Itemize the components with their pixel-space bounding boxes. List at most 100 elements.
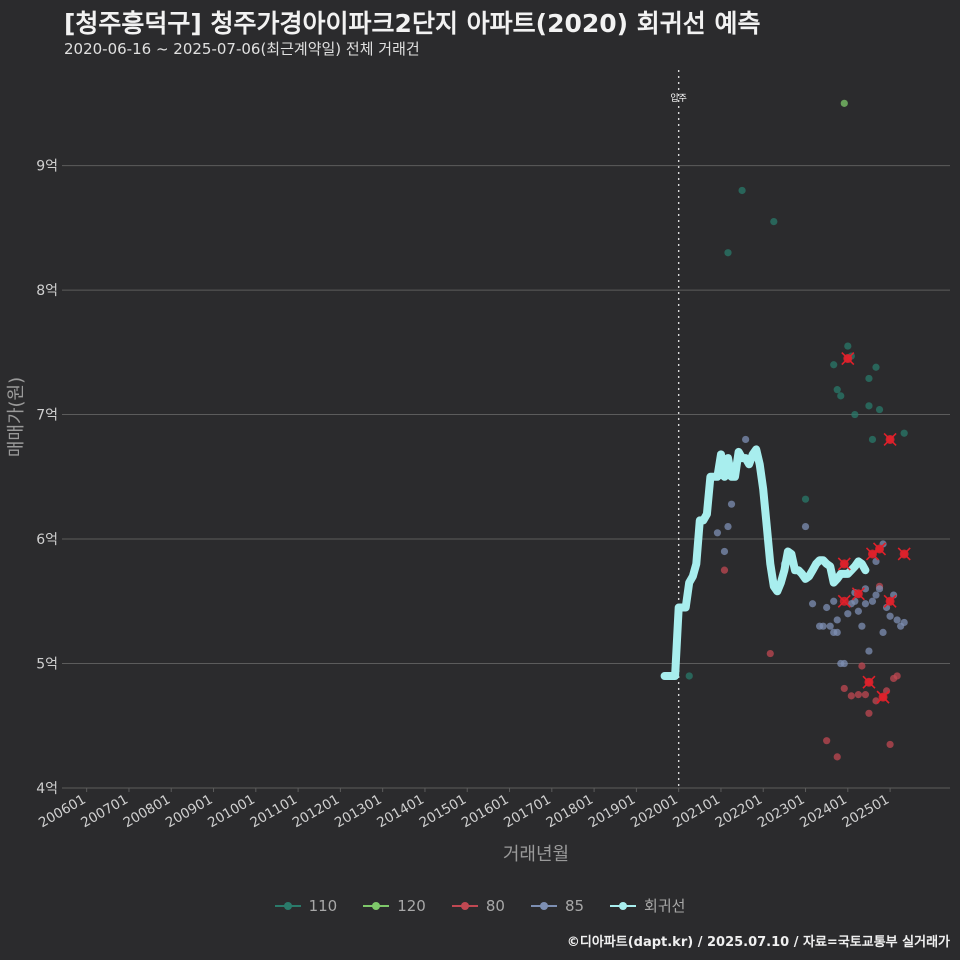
highlight-cross (862, 675, 876, 689)
x-tick-label: 201601 (459, 792, 512, 832)
data-point-110 (851, 410, 859, 419)
x-tick-label: 202101 (670, 792, 723, 832)
legend-key (274, 899, 301, 913)
legend-key (530, 899, 557, 913)
legend-label: 80 (485, 896, 505, 915)
data-point-85 (713, 529, 722, 537)
legend-item-85: 85 (530, 895, 585, 916)
data-point-85 (823, 603, 831, 612)
x-tick-label: 200701 (78, 792, 131, 832)
data-point-85 (801, 522, 810, 531)
data-point-110 (830, 361, 838, 369)
y-tick-label: 6억 (36, 532, 58, 548)
x-tick-label: 202001 (628, 792, 681, 832)
data-point-85 (826, 622, 834, 630)
legend-label: 110 (308, 896, 338, 915)
data-point-85 (861, 600, 870, 608)
data-point-85 (861, 585, 870, 593)
data-point-85 (727, 500, 736, 508)
data-point-110 (875, 405, 884, 414)
data-point-85 (844, 610, 852, 618)
data-point-110 (865, 402, 873, 410)
legend-label: 85 (564, 896, 585, 915)
legend-key (451, 899, 478, 913)
x-tick-label: 202501 (839, 792, 892, 832)
x-tick-label: 201401 (374, 792, 427, 832)
data-point-80 (886, 740, 894, 749)
data-point-80 (865, 709, 873, 717)
highlight-cross (841, 351, 855, 366)
data-point-85 (893, 616, 901, 624)
data-point-110 (837, 392, 845, 400)
data-point-110 (801, 495, 810, 503)
data-point-85 (858, 622, 866, 630)
data-point-80 (861, 691, 870, 699)
x-tick-label: 201901 (586, 792, 639, 832)
x-tick-label: 202201 (713, 792, 766, 832)
legend-item-110: 110 (274, 895, 338, 916)
x-tick-label: 201201 (290, 792, 343, 832)
x-tick-label: 201801 (543, 792, 596, 832)
data-point-120 (840, 99, 848, 107)
y-tick-label: 7억 (36, 408, 58, 424)
data-point-85 (833, 628, 841, 636)
data-point-80 (823, 737, 831, 745)
regression-line (660, 445, 870, 680)
legend: 110 120 80 85 회귀선 (0, 895, 960, 916)
data-point-110 (900, 429, 908, 437)
data-point-80 (854, 691, 862, 699)
x-tick-label: 200601 (36, 792, 89, 832)
data-point-85 (854, 607, 862, 615)
legend-label: 회귀선 (644, 897, 686, 915)
y-tick-label: 4억 (36, 781, 58, 797)
highlight-cross (897, 547, 911, 561)
x-tick-label: 202401 (797, 792, 850, 832)
data-point-85 (900, 618, 908, 627)
x-tick-label: 201701 (501, 792, 554, 832)
highlight-cross (837, 557, 851, 571)
data-point-85 (840, 659, 848, 668)
highlight-cross (851, 587, 865, 601)
y-tick-label: 5억 (36, 657, 58, 673)
highlight-cross (837, 594, 851, 608)
data-point-80 (893, 672, 901, 680)
move-in-label: 입주 (670, 92, 687, 104)
data-point-80 (720, 566, 729, 574)
chart-title: [청주흥덕구] 청주가경아이파크2단지 아파트(2020) 회귀선 예측 (64, 9, 761, 38)
y-axis-label: 매매가(원) (6, 377, 27, 457)
data-point-85 (830, 597, 838, 605)
legend-item-80: 80 (451, 895, 505, 916)
highlight-cross (876, 690, 890, 704)
chart-subtitle: 2020-06-16 ~ 2025-07-06(최근계약일) 전체 거래건 (64, 40, 420, 58)
data-point-85 (868, 597, 877, 605)
data-point-85 (875, 585, 884, 593)
data-point-85 (742, 435, 750, 444)
data-point-110 (868, 435, 877, 444)
data-point-85 (808, 600, 817, 608)
data-point-80 (833, 753, 841, 761)
highlight-cross (883, 432, 897, 447)
data-point-85 (833, 616, 841, 624)
highlight-cross (883, 594, 897, 608)
x-axis-label: 거래년월 (503, 844, 569, 865)
data-point-85 (865, 647, 873, 655)
legend-key (363, 899, 390, 913)
data-point-80 (766, 649, 774, 658)
x-tick-label: 200901 (163, 792, 216, 832)
data-point-110 (685, 672, 693, 680)
x-tick-label: 201101 (247, 792, 300, 832)
legend-key (610, 899, 637, 913)
data-point-85 (819, 622, 827, 630)
legend-item-회귀선: 회귀선 (610, 895, 685, 916)
highlight-cross (872, 542, 887, 556)
chart-caption: ©디아파트(dapt.kr) / 2025.07.10 / 자료=국토교통부 실… (566, 935, 950, 950)
data-point-110 (833, 386, 841, 394)
data-point-85 (879, 628, 887, 636)
data-point-85 (886, 612, 894, 620)
data-point-110 (865, 374, 873, 383)
data-point-85 (720, 547, 729, 556)
data-point-110 (724, 249, 732, 257)
data-point-110 (844, 342, 852, 350)
x-tick-label: 200801 (121, 792, 174, 832)
